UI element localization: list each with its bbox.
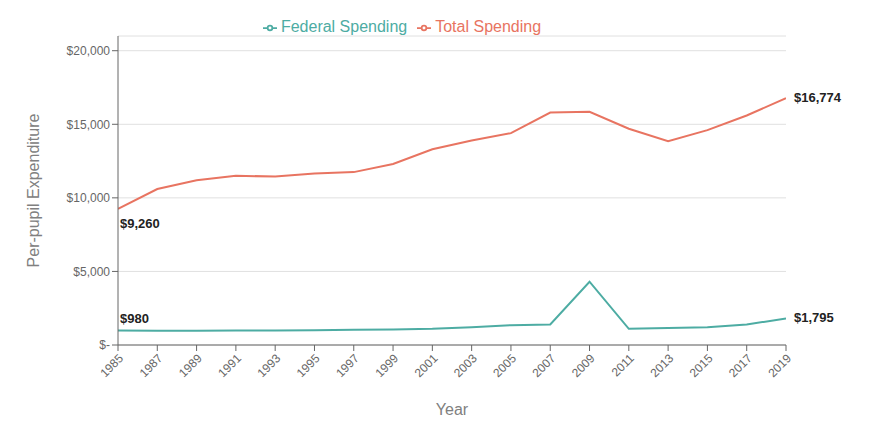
svg-text:Year: Year: [436, 401, 469, 418]
svg-text:$5,000: $5,000: [73, 265, 110, 279]
svg-text:2015: 2015: [687, 351, 716, 380]
svg-text:2017: 2017: [726, 351, 755, 380]
svg-text:$20,000: $20,000: [67, 44, 111, 58]
html-text:Federal Spending: Federal Spending: [280, 18, 408, 35]
svg-text:1997: 1997: [333, 351, 362, 380]
svg-text:1991: 1991: [215, 351, 244, 380]
svg-text:1999: 1999: [372, 351, 401, 380]
svg-text:1987: 1987: [137, 351, 166, 380]
svg-text:$15,000: $15,000: [67, 118, 111, 132]
svg-text:2013: 2013: [647, 351, 676, 380]
svg-text:$10,000: $10,000: [67, 191, 111, 205]
svg-text:2007: 2007: [530, 351, 559, 380]
svg-text:$9,260: $9,260: [120, 216, 160, 231]
svg-text:2001: 2001: [412, 351, 441, 380]
svg-text:2005: 2005: [490, 351, 519, 380]
svg-text:$1,795: $1,795: [794, 310, 834, 325]
svg-text:2019: 2019: [765, 351, 794, 380]
svg-text:2003: 2003: [451, 351, 480, 380]
html-text:Total Spending: Total Spending: [435, 18, 542, 35]
svg-text:1985: 1985: [97, 351, 126, 380]
svg-text:1989: 1989: [176, 351, 205, 380]
svg-text:2011: 2011: [609, 351, 637, 379]
svg-text:1995: 1995: [294, 351, 323, 380]
svg-text:$-: $-: [99, 338, 110, 352]
svg-text:Per-pupil Expenditure: Per-pupil Expenditure: [25, 113, 42, 267]
svg-text:2009: 2009: [569, 351, 598, 380]
svg-text:1993: 1993: [255, 351, 284, 380]
svg-text:$980: $980: [120, 311, 149, 326]
svg-text:$16,774: $16,774: [794, 90, 842, 105]
